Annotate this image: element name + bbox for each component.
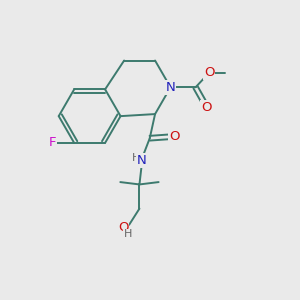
Text: H: H xyxy=(124,229,132,239)
Text: N: N xyxy=(137,154,147,167)
Text: H: H xyxy=(131,153,140,163)
Text: O: O xyxy=(204,66,214,79)
Text: N: N xyxy=(166,81,176,94)
Text: O: O xyxy=(118,221,128,234)
Text: F: F xyxy=(48,136,56,149)
Text: O: O xyxy=(201,101,211,114)
Text: O: O xyxy=(169,130,180,143)
